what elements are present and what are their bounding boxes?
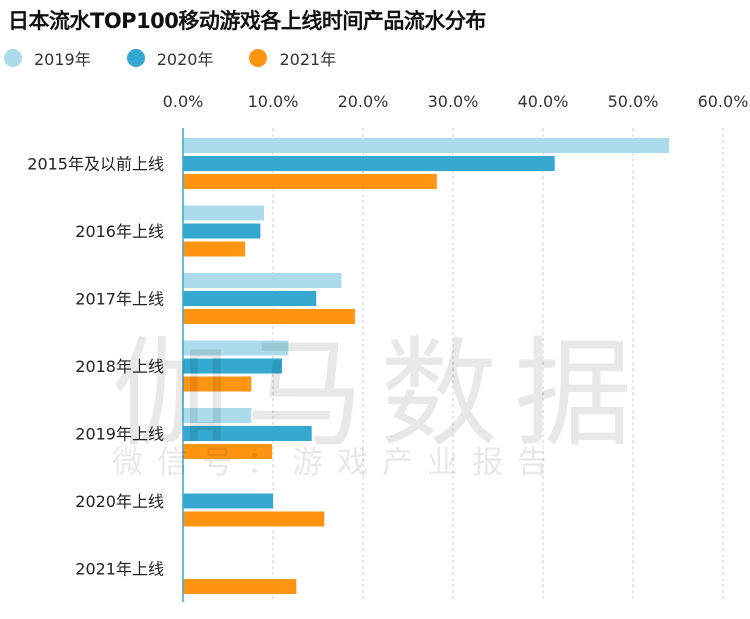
bar bbox=[183, 426, 312, 441]
x-tick-label: 30.0% bbox=[428, 92, 479, 111]
x-tick-label: 10.0% bbox=[248, 92, 299, 111]
legend-label-2019: 2019年 bbox=[34, 50, 91, 69]
bar bbox=[183, 511, 325, 527]
category-label: 2016年上线 bbox=[75, 222, 164, 241]
category-label: 2015年及以前上线 bbox=[27, 155, 164, 174]
category-label: 2018年上线 bbox=[75, 357, 164, 376]
bar bbox=[183, 493, 273, 509]
category-label: 2019年上线 bbox=[75, 425, 164, 444]
x-tick-label: 50.0% bbox=[608, 92, 659, 111]
bar bbox=[183, 444, 273, 459]
legend-swatch-2019 bbox=[4, 49, 22, 67]
legend: 2019年 2020年 2021年 bbox=[4, 46, 372, 70]
bar bbox=[183, 358, 282, 374]
category-label: 2017年上线 bbox=[75, 290, 164, 309]
chart-title: 日本流水TOP100移动游戏各上线时间产品流水分布 bbox=[8, 9, 486, 33]
bar bbox=[183, 579, 297, 594]
bar bbox=[183, 205, 264, 221]
x-tick-label: 20.0% bbox=[338, 92, 389, 111]
x-tick-label: 60.0% bbox=[698, 92, 749, 111]
legend-swatch-2021 bbox=[249, 49, 268, 67]
legend-item-2021: 2021年 bbox=[249, 46, 336, 70]
legend-item-2020: 2020年 bbox=[126, 46, 214, 70]
legend-label-2020: 2020年 bbox=[156, 50, 214, 69]
bar bbox=[183, 138, 669, 153]
legend-item-2019: 2019年 bbox=[4, 46, 91, 70]
legend-label-2021: 2021年 bbox=[279, 50, 337, 69]
bar bbox=[183, 291, 317, 306]
bar bbox=[183, 156, 555, 171]
bar bbox=[183, 223, 261, 239]
x-tick-label: 0.0% bbox=[163, 92, 204, 111]
bar bbox=[183, 340, 289, 356]
bar bbox=[183, 174, 437, 189]
x-tick-label: 40.0% bbox=[518, 92, 569, 111]
bar bbox=[183, 309, 355, 324]
category-label: 2021年上线 bbox=[75, 560, 164, 579]
bar bbox=[183, 241, 246, 257]
category-label: 2020年上线 bbox=[75, 492, 164, 511]
bar bbox=[183, 273, 342, 288]
legend-swatch-2020 bbox=[126, 49, 145, 67]
bar bbox=[183, 408, 252, 423]
bar bbox=[183, 376, 252, 392]
